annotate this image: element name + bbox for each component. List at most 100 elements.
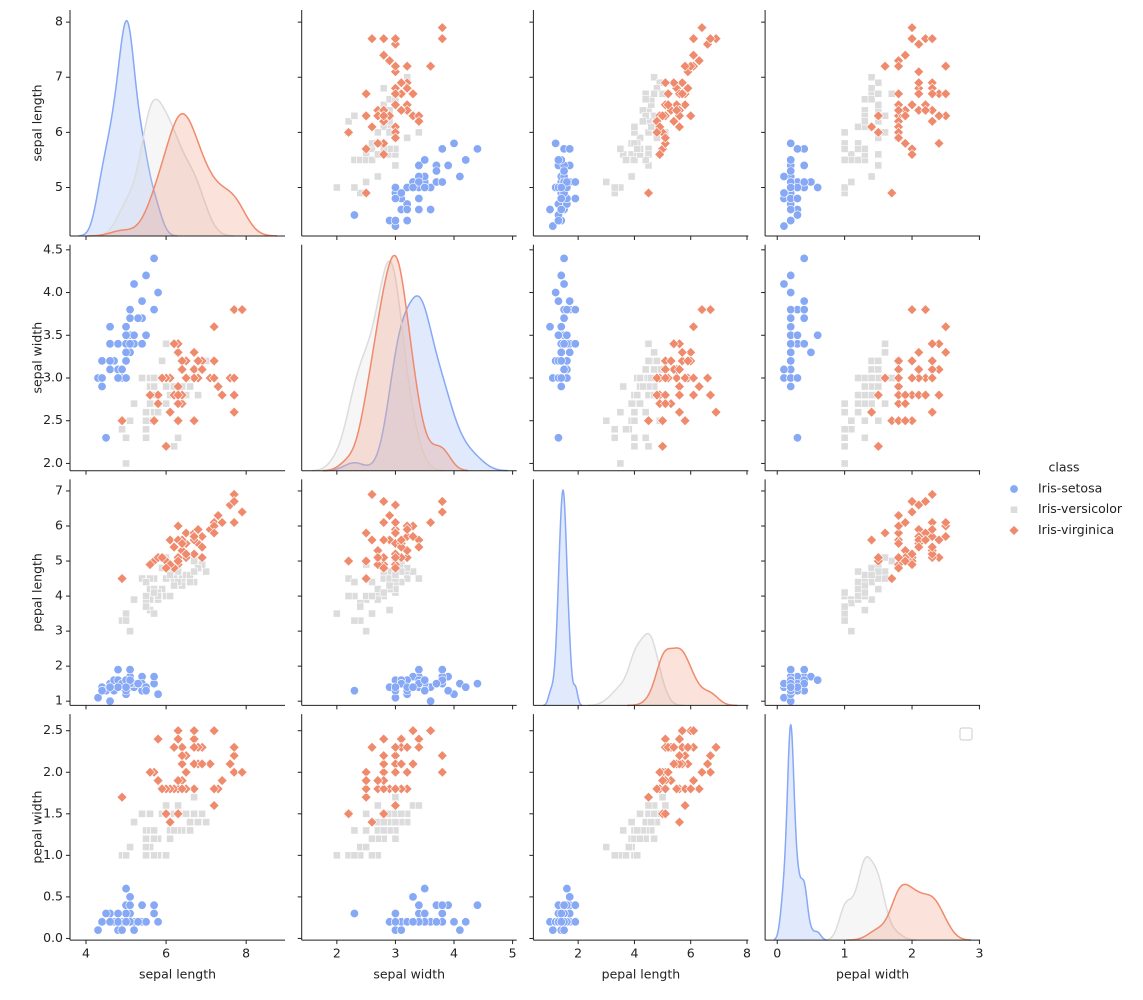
point [180, 548, 192, 560]
point [893, 132, 904, 144]
point [373, 172, 382, 181]
point [436, 496, 448, 507]
point [556, 205, 566, 215]
point [559, 279, 569, 289]
point [378, 758, 390, 770]
point [913, 38, 925, 50]
y-tick-label: 8 [55, 14, 63, 29]
point [940, 346, 952, 358]
point [216, 775, 228, 786]
point [126, 843, 134, 851]
point [350, 826, 359, 835]
point [196, 541, 208, 553]
point [874, 416, 883, 425]
y-tick-label: 6 [55, 124, 63, 139]
point [879, 60, 891, 72]
point [224, 758, 236, 770]
legend-marker [1009, 484, 1019, 494]
point [436, 506, 448, 518]
point [105, 339, 115, 349]
point [437, 909, 447, 919]
point [933, 110, 945, 122]
point [156, 783, 168, 795]
point [920, 496, 931, 507]
point [847, 178, 856, 186]
point [926, 372, 938, 384]
point [906, 548, 918, 560]
y-tick-label: 7 [55, 482, 63, 497]
point [616, 459, 625, 468]
point [396, 188, 406, 198]
point [650, 89, 659, 98]
point [208, 321, 220, 333]
point [118, 425, 126, 434]
point [150, 588, 158, 597]
point [390, 783, 401, 795]
point [840, 459, 849, 468]
point [407, 88, 419, 100]
point [343, 126, 354, 138]
y-axis-label: sepal length [30, 84, 45, 161]
point [854, 145, 863, 153]
point [378, 783, 390, 795]
point [926, 355, 938, 367]
point [390, 499, 401, 511]
point [559, 900, 569, 910]
point [385, 581, 394, 590]
kde-curve [846, 883, 972, 941]
point [710, 406, 722, 418]
point [866, 121, 878, 133]
point [548, 221, 558, 231]
point [116, 415, 128, 427]
point [647, 818, 656, 827]
point [443, 160, 453, 170]
point [116, 791, 128, 803]
point [636, 809, 644, 818]
point [436, 33, 448, 45]
point [565, 892, 575, 902]
point [228, 517, 240, 528]
point [396, 925, 406, 935]
subplot [529, 10, 749, 240]
point [413, 115, 425, 127]
point [149, 672, 159, 682]
point [461, 155, 471, 165]
point [696, 22, 708, 34]
point [559, 313, 569, 323]
point [236, 304, 248, 316]
point [149, 305, 159, 315]
point [644, 357, 653, 365]
point [350, 183, 359, 192]
point [437, 900, 447, 910]
point [372, 552, 384, 563]
point [156, 372, 168, 384]
point [704, 33, 716, 45]
point [799, 665, 809, 675]
point [420, 675, 430, 685]
point [867, 95, 876, 104]
point [854, 567, 863, 576]
point [408, 182, 418, 192]
y-tick-label: 2.5 [43, 412, 63, 427]
point [786, 339, 796, 349]
point [122, 851, 130, 860]
point [562, 884, 572, 894]
point [172, 346, 184, 358]
point [121, 917, 131, 927]
point [414, 194, 424, 204]
point [867, 382, 876, 391]
point [449, 917, 459, 927]
point [138, 809, 146, 818]
point [641, 365, 650, 374]
point [867, 172, 876, 181]
y-tick-label: 6 [55, 518, 63, 533]
point [630, 442, 639, 451]
point [166, 592, 174, 600]
point [172, 415, 184, 427]
point [332, 183, 341, 192]
point [545, 205, 555, 215]
point [872, 126, 884, 138]
point [906, 372, 918, 384]
point [144, 389, 156, 401]
point [633, 826, 642, 835]
